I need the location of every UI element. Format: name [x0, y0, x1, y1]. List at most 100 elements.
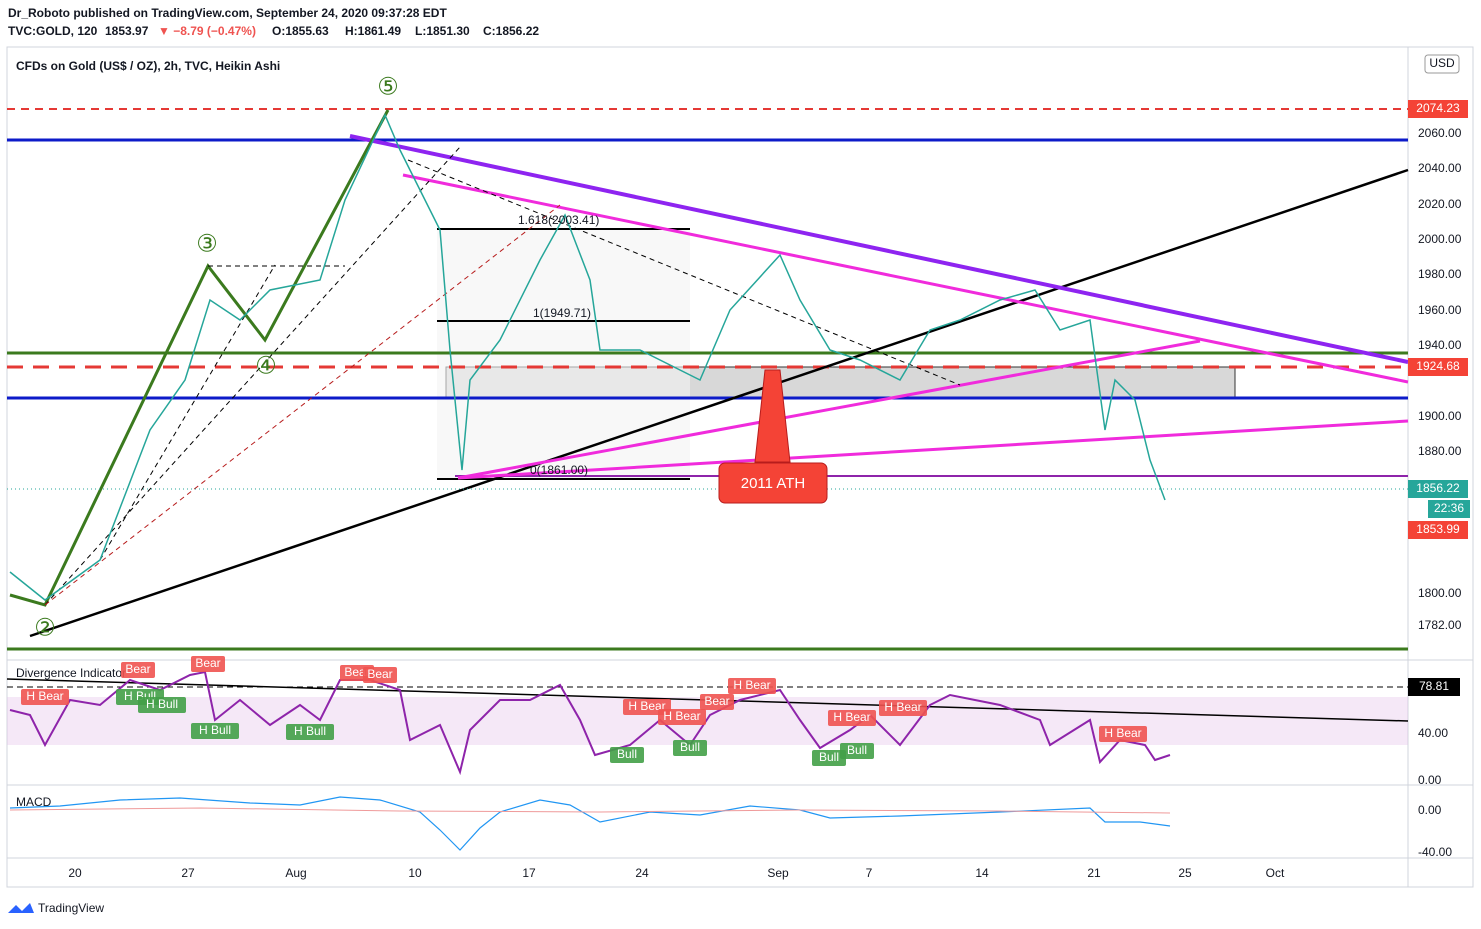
trendline: [457, 339, 1201, 480]
wave-label: ④: [255, 352, 277, 379]
ohlc: L:1851.30: [415, 24, 470, 38]
publisher: Dr_Roboto published on TradingView.com, …: [8, 6, 447, 20]
div-label: H Bear: [628, 699, 665, 713]
wave-label: ②: [34, 614, 56, 641]
price-tick: 2020.00: [1418, 197, 1462, 211]
price-badge-text: 22:36: [1434, 501, 1464, 515]
date-tick: 21: [1087, 866, 1101, 880]
ohlc: H:1861.49: [345, 24, 401, 38]
price-badge-text: 1853.99: [1416, 522, 1460, 536]
callout: 2011 ATH: [741, 475, 805, 492]
div-label: Bull: [847, 743, 867, 757]
date-tick: 25: [1178, 866, 1192, 880]
div-label: Bear: [195, 656, 220, 670]
div-label: H Bull: [294, 724, 326, 738]
price-badge: [1408, 100, 1468, 118]
price-tick: 2000.00: [1418, 232, 1462, 246]
rsi-line: [9, 670, 1171, 776]
div-label: H Bear: [884, 700, 921, 714]
div-label: H Bear: [26, 689, 63, 703]
fib-label: 1.618(2003.41): [518, 213, 599, 227]
div-label-box: [828, 710, 876, 726]
callout-box: [718, 462, 828, 504]
axis-label: -40.00: [1418, 845, 1452, 859]
price-badge: [1408, 480, 1468, 498]
axis-label: 0.00: [1418, 773, 1442, 787]
div-label: H Bear: [1104, 726, 1141, 740]
date-tick: 20: [68, 866, 82, 880]
dashed: [407, 159, 961, 386]
badge-text: 78.81: [1419, 679, 1449, 693]
date-tick: 7: [866, 866, 873, 880]
div-label-box: [879, 700, 927, 716]
ohlc: O:1855.63: [272, 24, 329, 38]
trendline: [402, 173, 1409, 384]
dashed: [99, 264, 276, 561]
price-tick: 1800.00: [1418, 586, 1462, 600]
price-tick: 1960.00: [1418, 303, 1462, 317]
price-tick: 2040.00: [1418, 161, 1462, 175]
price-badge-text: 1856.22: [1416, 481, 1460, 495]
price-tick: 1980.00: [1418, 267, 1462, 281]
signal-line: [9, 807, 1171, 814]
dashed: [44, 146, 461, 606]
date-tick: 24: [635, 866, 649, 880]
fib-label: 0(1861.00): [530, 463, 588, 477]
date-tick: 10: [408, 866, 422, 880]
axis-label: 0.00: [1418, 803, 1442, 817]
div-label-box: [840, 743, 874, 759]
logo: [8, 903, 34, 913]
div-label: Bull: [819, 750, 839, 764]
trendline: [457, 419, 1409, 480]
div-label: Bear: [367, 667, 392, 681]
fib-label: 1(1949.71): [533, 306, 591, 320]
div-label-box: [191, 723, 239, 739]
div-label-box: [673, 740, 707, 756]
div-label: H Bull: [146, 697, 178, 711]
div-label-box: [658, 709, 706, 725]
wave-label: ③: [196, 230, 218, 257]
ohlc: C:1856.22: [483, 24, 539, 38]
date-tick: 17: [522, 866, 536, 880]
date-axis: 20 27 Aug 10 17 24 Sep 7 14 21 25 Oct: [68, 866, 1285, 880]
price-tick: 1782.00: [1418, 618, 1462, 632]
last-price: 1853.97: [105, 24, 149, 38]
div-label-box: [21, 689, 69, 705]
div-label: Bear: [704, 694, 729, 708]
change: ▼ −8.79 (−0.47%): [158, 24, 256, 38]
price-tick: 1880.00: [1418, 444, 1462, 458]
div-label-box: [138, 697, 186, 713]
date-tick: Aug: [285, 866, 306, 880]
dashed: [44, 204, 561, 606]
price-tick: 1940.00: [1418, 338, 1462, 352]
date-tick: 27: [181, 866, 195, 880]
date-tick: Oct: [1266, 866, 1285, 880]
price-badge-text: 2074.23: [1416, 101, 1460, 115]
div-label-box: [286, 724, 334, 740]
div-label-box: [1099, 726, 1147, 742]
div-label-box: [812, 750, 846, 766]
currency: USD: [1429, 56, 1455, 70]
currency-box: [1424, 54, 1460, 74]
pane-title: Divergence Indicator: [16, 666, 126, 680]
div-label: H Bear: [663, 709, 700, 723]
div-label-box: [610, 747, 644, 763]
div-label: Bull: [617, 747, 637, 761]
macd-line: [9, 796, 1171, 851]
date-tick: Sep: [767, 866, 789, 880]
div-label-box: [191, 656, 225, 672]
div-label: Bear: [125, 662, 150, 676]
price-tick: 2060.00: [1418, 126, 1462, 140]
pane-title: MACD: [16, 795, 52, 809]
footer: TradingView: [38, 901, 104, 915]
trendline: [349, 134, 1409, 364]
div-label: H Bear: [733, 678, 770, 692]
div-label-box: [700, 694, 734, 710]
trendline: [29, 168, 1409, 638]
wave-label: ⑤: [377, 73, 399, 100]
div-label-box: [728, 678, 776, 694]
price-badge: [1428, 500, 1470, 518]
chart-title: CFDs on Gold (US$ / OZ), 2h, TVC, Heikin…: [16, 59, 280, 73]
axis-label: 40.00: [1418, 726, 1448, 740]
